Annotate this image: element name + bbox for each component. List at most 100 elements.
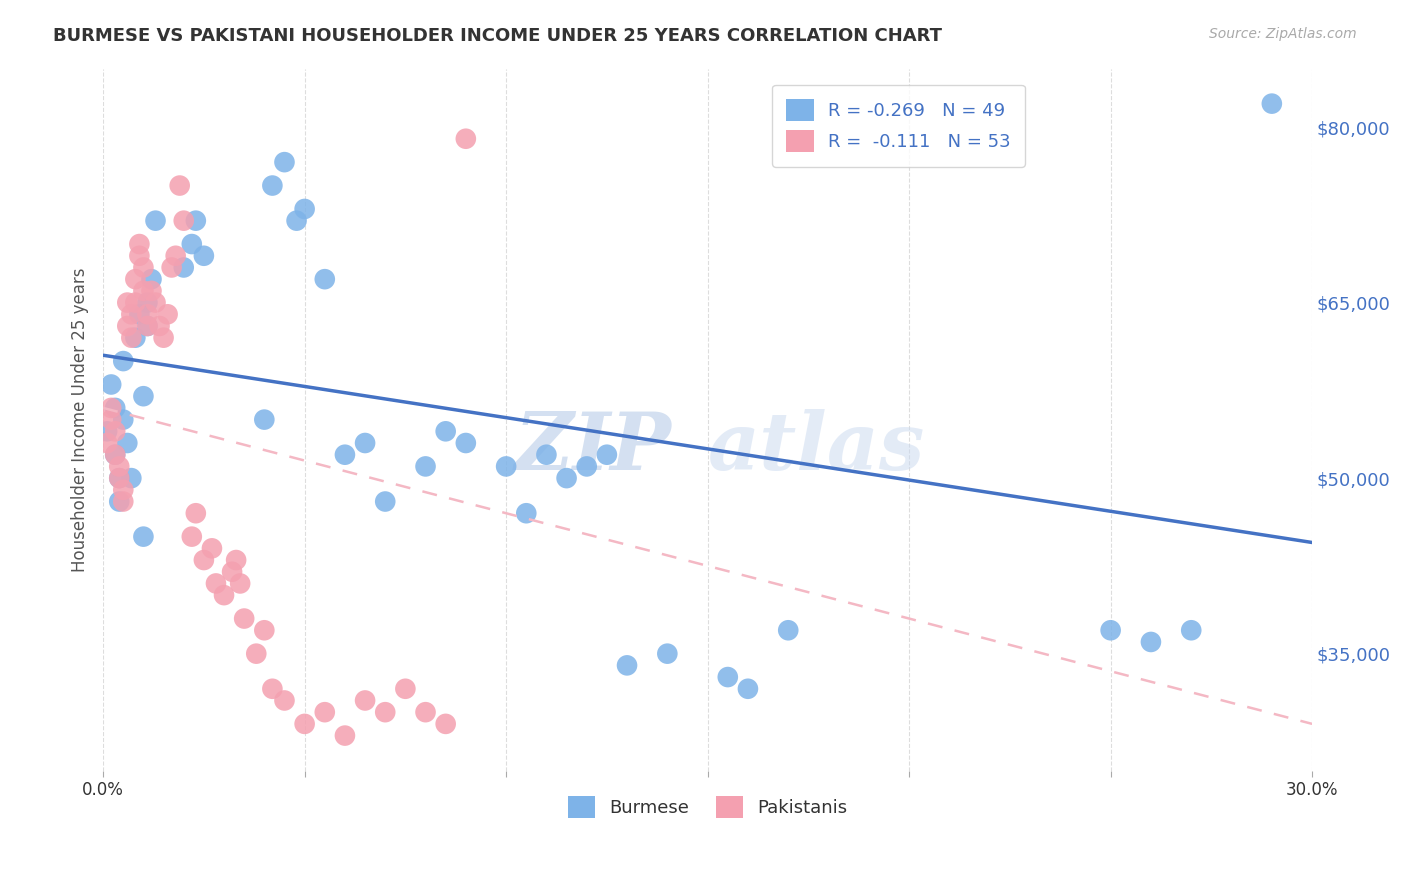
Point [229,576,252,591]
Point [555,471,578,485]
Point [184,213,207,227]
Point [112,494,135,508]
Point [124,295,146,310]
Point [212,588,235,602]
Point [100,412,122,426]
Point [120,331,142,345]
Point [253,412,276,426]
Point [273,155,295,169]
Point [173,213,195,227]
Point [536,448,558,462]
Point [108,459,131,474]
Point [225,553,247,567]
Point [117,318,139,333]
Point [354,436,377,450]
Point [575,459,598,474]
Point [128,237,150,252]
Text: BURMESE VS PAKISTANI HOUSEHOLDER INCOME UNDER 25 YEARS CORRELATION CHART: BURMESE VS PAKISTANI HOUSEHOLDER INCOME … [53,27,942,45]
Point [262,681,284,696]
Point [160,260,183,275]
Point [717,670,740,684]
Point [96,425,118,439]
Point [104,448,127,462]
Point [145,213,167,227]
Text: Source: ZipAtlas.com: Source: ZipAtlas.com [1209,27,1357,41]
Point [148,318,170,333]
Point [132,260,155,275]
Point [132,530,155,544]
Point [180,530,202,544]
Point [374,494,396,508]
Point [415,459,437,474]
Point [193,553,215,567]
Point [314,705,336,719]
Point [596,448,619,462]
Point [273,693,295,707]
Point [1099,624,1122,638]
Point [415,705,437,719]
Point [333,729,356,743]
Text: ZIP: ZIP [515,409,671,486]
Point [117,436,139,450]
Point [128,249,150,263]
Point [112,412,135,426]
Point [124,272,146,286]
Point [394,681,416,696]
Point [120,307,142,321]
Point [495,459,517,474]
Point [108,494,131,508]
Point [120,471,142,485]
Point [180,237,202,252]
Point [221,565,243,579]
Y-axis label: Householder Income Under 25 years: Householder Income Under 25 years [72,268,89,572]
Point [100,401,122,415]
Point [262,178,284,193]
Point [173,260,195,275]
Point [1180,624,1202,638]
Point [136,318,159,333]
Point [205,576,228,591]
Point [314,272,336,286]
Point [515,506,537,520]
Point [136,295,159,310]
Point [434,425,457,439]
Point [253,624,276,638]
Point [132,284,155,298]
Point [1140,635,1163,649]
Point [169,178,191,193]
Point [104,401,127,415]
Point [117,295,139,310]
Point [737,681,759,696]
Point [108,471,131,485]
Point [100,377,122,392]
Point [136,307,159,321]
Point [104,448,127,462]
Point [124,331,146,345]
Point [112,354,135,368]
Text: atlas: atlas [707,409,925,486]
Point [152,331,174,345]
Point [778,624,800,638]
Point [201,541,224,556]
Point [128,307,150,321]
Point [233,611,256,625]
Point [132,389,155,403]
Point [141,272,163,286]
Point [184,506,207,520]
Point [108,471,131,485]
Point [374,705,396,719]
Point [145,295,167,310]
Point [1261,96,1284,111]
Point [96,436,118,450]
Legend: Burmese, Pakistanis: Burmese, Pakistanis [561,789,855,825]
Point [333,448,356,462]
Point [285,213,308,227]
Point [294,202,316,216]
Point [112,483,135,497]
Point [136,318,159,333]
Point [434,717,457,731]
Point [165,249,187,263]
Point [156,307,179,321]
Point [454,132,477,146]
Point [294,717,316,731]
